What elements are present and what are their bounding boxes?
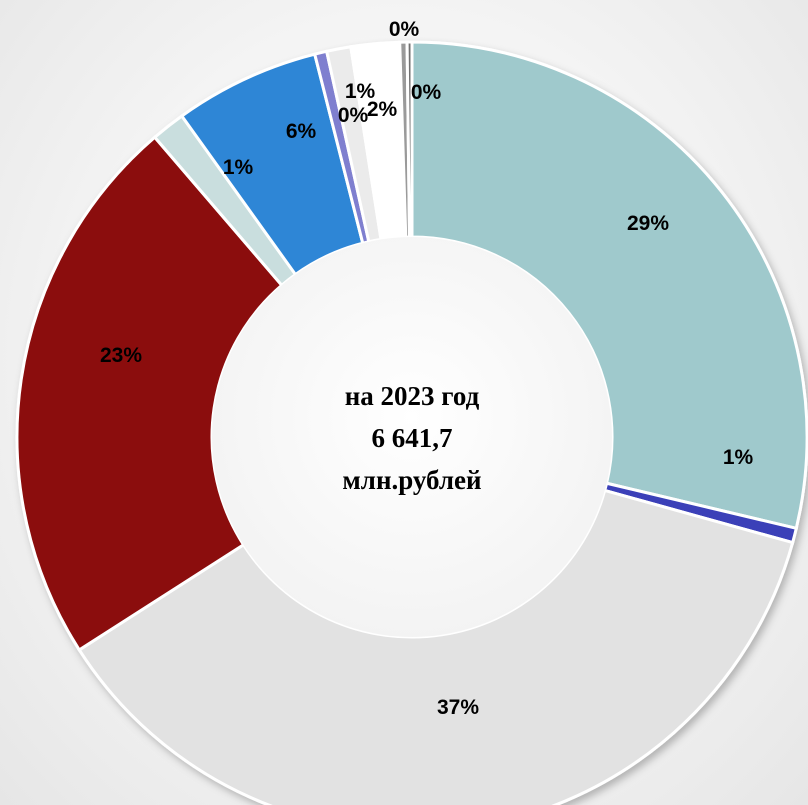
slice-label: 29% (627, 212, 669, 235)
slice-label: 23% (100, 344, 142, 367)
slice-label: 0% (338, 104, 369, 127)
center-label-line3: млн.рублей (342, 465, 481, 495)
donut-hole (212, 237, 612, 637)
slice-label: 1% (223, 156, 254, 179)
center-label-line1: на 2023 год (345, 381, 480, 411)
slice-label: 6% (286, 120, 317, 143)
slice-label: 0% (411, 81, 442, 104)
center-label-line2: 6 641,7 (372, 423, 453, 453)
slice-label: 1% (345, 80, 376, 103)
slice-label: 0% (389, 18, 420, 41)
slice-label: 2% (367, 98, 398, 121)
slice-label: 1% (723, 446, 754, 469)
donut-slice (405, 40, 414, 239)
slice-label: 37% (437, 696, 479, 719)
